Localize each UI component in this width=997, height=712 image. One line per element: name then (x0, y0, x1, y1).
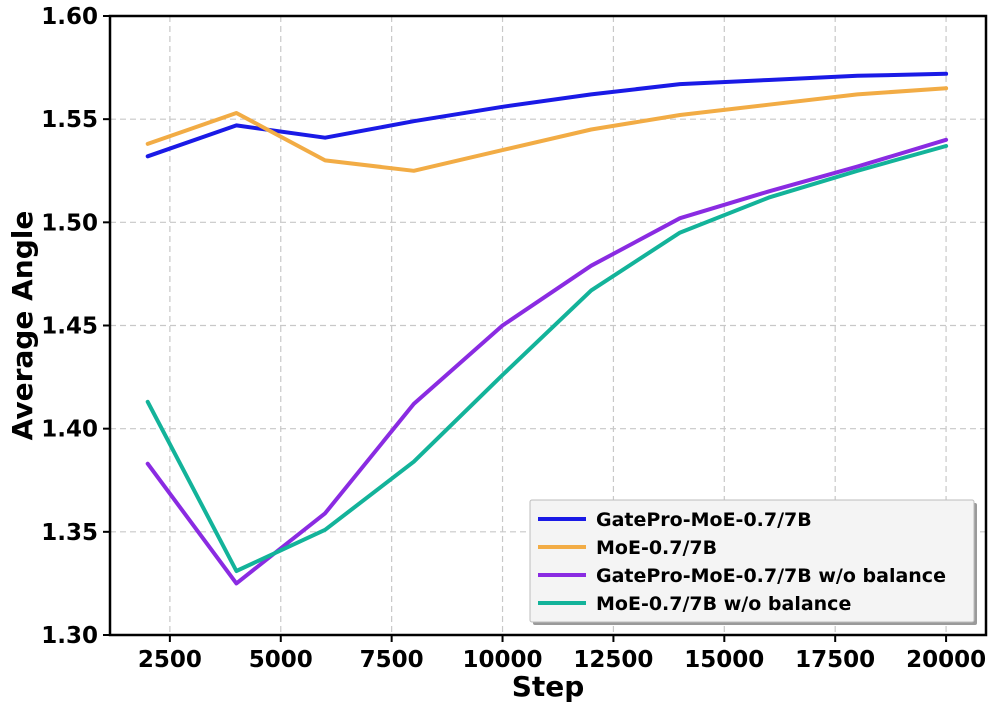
x-tick-label: 2500 (138, 647, 202, 673)
x-tick-label: 12500 (573, 647, 653, 673)
y-axis-title: Average Angle (6, 211, 39, 441)
x-tick-label: 15000 (684, 647, 764, 673)
y-tick-label: 1.60 (41, 4, 98, 30)
x-tick-label: 7500 (360, 647, 424, 673)
legend-label: GatePro-MoE-0.7/7B (596, 509, 812, 531)
y-tick-label: 1.35 (41, 520, 98, 546)
x-axis-title: Step (512, 670, 585, 703)
tick-layer: 2500 5000 7500 10000 12500 15000 17500 20000 1.3… (41, 4, 986, 673)
y-tick-label: 1.30 (41, 623, 98, 649)
legend-box (529, 499, 975, 623)
legend-label: MoE-0.7/7B w/o balance (596, 593, 851, 615)
x-tick-label: 10000 (463, 647, 543, 673)
series-line-4 (145, 144, 949, 573)
series-line-1 (145, 71, 949, 159)
y-tick-label: 1.45 (41, 314, 98, 340)
legend-label: MoE-0.7/7B (596, 537, 717, 559)
y-tick-label: 1.55 (41, 107, 98, 133)
legend: GatePro-MoE-0.7/7B MoE-0.7/7B GatePro-MoE-… (529, 499, 977, 625)
y-tick-label: 1.50 (41, 210, 98, 236)
x-tick-label: 20000 (906, 647, 986, 673)
series-line-2 (145, 86, 949, 173)
series-layer (145, 71, 949, 586)
x-tick-label: 5000 (249, 647, 313, 673)
legend-label: GatePro-MoE-0.7/7B w/o balance (596, 565, 946, 587)
y-tick-label: 1.40 (41, 417, 98, 443)
x-tick-label: 17500 (795, 647, 875, 673)
